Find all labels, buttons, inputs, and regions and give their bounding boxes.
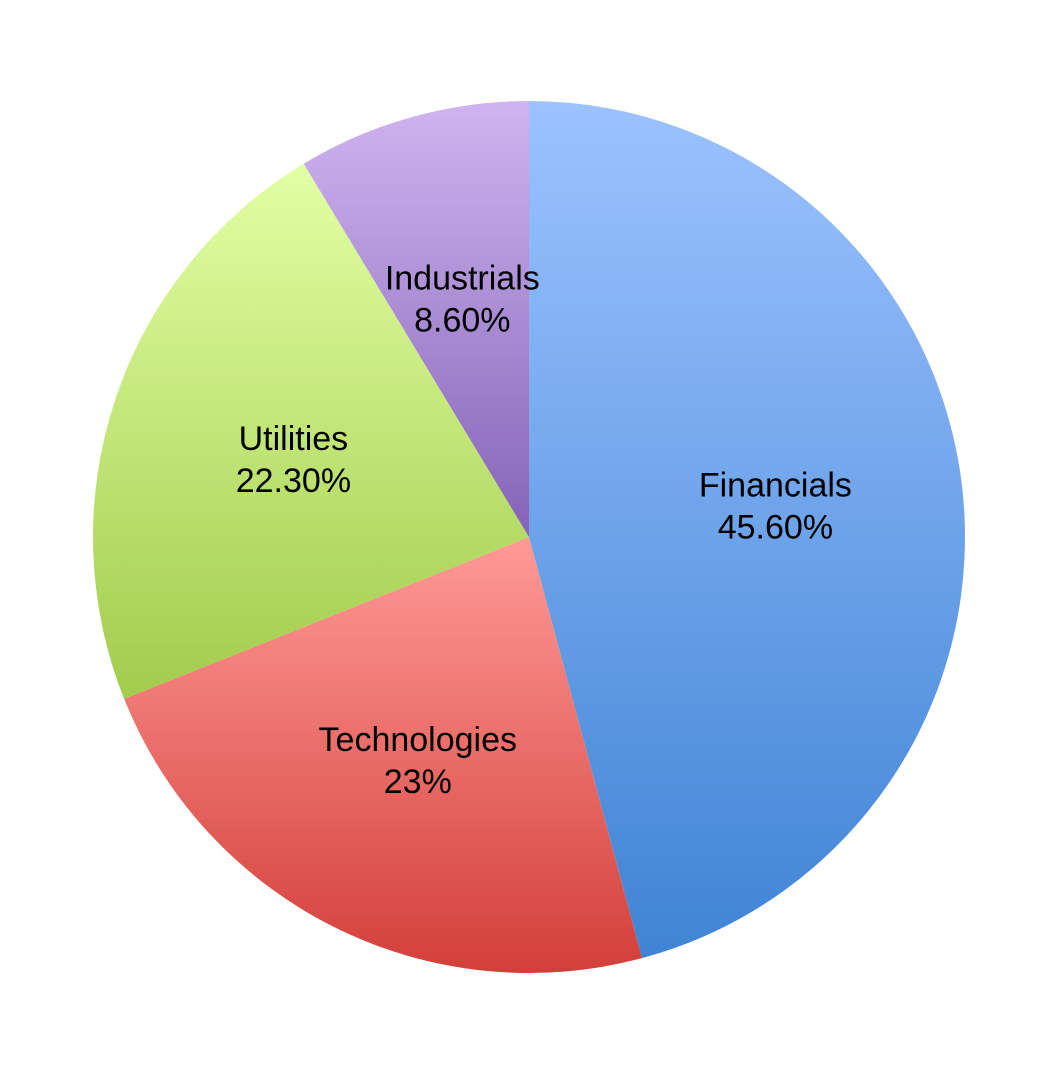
slice-percent: 23%: [384, 763, 452, 801]
pie-labels: Financials 45.60% Technologies 23% Utilities…: [236, 260, 852, 802]
slice-name: Industrials: [385, 260, 540, 298]
slice-label-technologies: Technologies 23%: [319, 721, 517, 801]
pie-slice-technologies: [124, 537, 642, 973]
slice-name: Financials: [699, 467, 852, 505]
slice-name: Utilities: [239, 420, 349, 458]
slice-percent: 45.60%: [718, 509, 833, 547]
slice-label-industrials: Industrials 8.60%: [385, 260, 540, 340]
slice-label-financials: Financials 45.60%: [699, 467, 852, 547]
slice-label-utilities: Utilities 22.30%: [236, 420, 351, 500]
slice-percent: 22.30%: [236, 462, 351, 500]
pie-slice-utilities: [93, 163, 530, 699]
slice-percent: 8.60%: [414, 302, 510, 340]
pie-slice-financials: [529, 101, 965, 959]
slice-name: Technologies: [319, 721, 517, 759]
pie-slices: [93, 101, 965, 973]
pie-slice-industrials: [303, 101, 529, 537]
